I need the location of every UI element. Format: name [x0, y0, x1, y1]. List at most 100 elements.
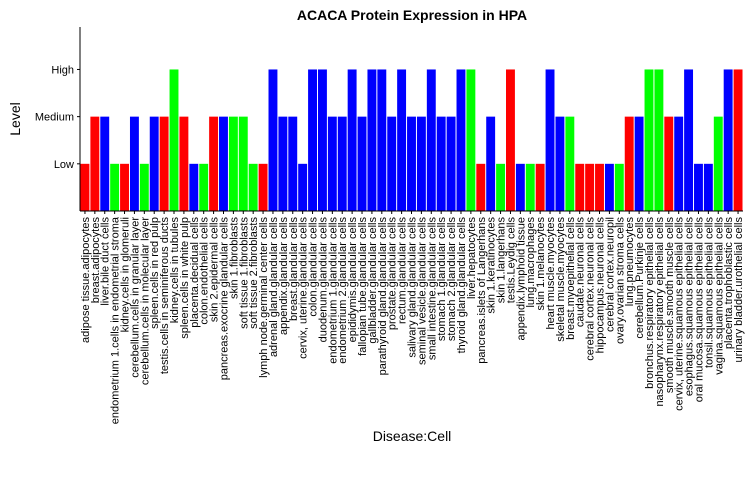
plot-area: [80, 69, 743, 212]
x-tick-label: adipose tissue.adipocytes: [80, 217, 92, 343]
bar: [268, 69, 278, 212]
x-tick-label: soft tissue 1.fibroblasts: [238, 217, 250, 329]
bar: [713, 116, 723, 211]
bar: [456, 69, 466, 212]
x-tick-label: cerebral cortex.neuropil: [604, 217, 616, 332]
bar: [129, 116, 139, 211]
bar: [100, 116, 110, 211]
x-tick-label: heart muscle.myocytes: [545, 217, 557, 330]
y-tick-label: Medium: [35, 112, 74, 124]
bar: [248, 163, 258, 211]
bar: [238, 116, 248, 211]
bar: [496, 163, 506, 211]
x-tick-label: breast.myoepithelial cells: [565, 217, 577, 340]
bar: [614, 163, 624, 211]
x-tick-label: stomach 1.glandular cells: [436, 217, 448, 342]
bar: [703, 163, 713, 211]
x-tick-label: stomach 2.glandular cells: [446, 217, 458, 342]
x-tick-label: caudate.neuronal cells: [575, 217, 587, 328]
bar: [436, 116, 446, 211]
x-tick-label: duodenum.glandular cells: [317, 217, 329, 343]
bar: [397, 69, 407, 212]
bar: [476, 163, 486, 211]
x-tick-label: colon.glandular cells: [308, 217, 320, 317]
x-tick-label: lung.pneumocytes: [624, 217, 636, 307]
bar: [209, 116, 219, 211]
bar: [565, 116, 575, 211]
bar: [189, 163, 199, 211]
x-tick-label: thyroid gland.glandular cells: [456, 217, 468, 354]
bar: [525, 163, 535, 211]
x-tick-label: salivary gland.glandular cells: [407, 217, 419, 358]
x-tick-label: skin 2.epidermal cells: [209, 217, 221, 323]
x-tick-label: nasopharynx.respiratory epithelial cells: [654, 217, 666, 407]
y-tick-label: High: [51, 64, 74, 76]
x-tick-label: vagina.squamous epithelial cells: [713, 217, 725, 375]
x-tick-label: pancreas.islets of Langerhans: [476, 217, 488, 364]
bar: [545, 69, 555, 212]
x-tick-label: gallbladder.glandular cells: [367, 217, 379, 344]
x-tick-label: ovary.ovarian stroma cells: [614, 217, 626, 344]
bar: [595, 163, 604, 211]
x-tick-label: cerebellum.cells in granular layer: [129, 217, 141, 378]
bar: [258, 163, 268, 211]
x-tick-label: esophagus.squamous epithelial cells: [684, 217, 696, 397]
x-tick-label: skin 1.fibroblasts: [228, 217, 240, 299]
x-tick-label: skin 1.keratinocytes: [486, 217, 498, 314]
x-tick-label: bronchus.respiratory epithelial cells: [644, 217, 656, 389]
x-tick-label: endometrium 2.glandular cells: [337, 217, 349, 364]
bar: [317, 69, 327, 212]
bar: [377, 69, 387, 212]
x-tick-label: hippocampus.neuronal cells: [595, 217, 607, 354]
x-tick-label: skin 1.langerhans: [496, 217, 508, 304]
bar: [674, 116, 684, 211]
x-tick-label: parathyroid gland.glandular cells: [377, 217, 389, 376]
x-tick-label: urinary bladder.urothelial cells: [733, 217, 745, 363]
x-tick-label: cerebellum.cells in molecular layer: [139, 217, 151, 385]
x-tick-label: seminal vesicle.glandular cells: [416, 217, 428, 365]
bar: [515, 163, 525, 211]
bar: [416, 116, 426, 211]
bar: [555, 116, 565, 211]
bar: [327, 116, 337, 211]
bar: [644, 69, 654, 212]
x-axis-title: Disease:Cell: [373, 428, 452, 444]
bar: [337, 116, 347, 211]
x-tick-label: placenta.decidual cells: [189, 217, 201, 328]
bar: [694, 163, 703, 211]
x-tick-label: appendix.glandular cells: [278, 217, 290, 336]
y-axis-ticks: Low Medium High: [35, 64, 80, 171]
x-tick-label: fallopian tube.glandular cells: [357, 217, 369, 356]
x-tick-label: small intestine.glandular cells: [426, 217, 438, 361]
bar: [446, 116, 456, 211]
bar: [199, 163, 209, 211]
x-tick-label: testis.cells in seminiferous ducts: [159, 217, 171, 375]
x-tick-label: lymph node.germinal center cells: [258, 217, 270, 378]
x-tick-label: endometrium 1.glandular cells: [327, 217, 339, 364]
bar: [426, 69, 436, 212]
bar: [654, 69, 664, 212]
bar: [506, 69, 515, 212]
bar: [634, 116, 644, 211]
bar: [624, 116, 634, 211]
bar: [169, 69, 179, 212]
x-tick-label: lung.macrophages: [525, 217, 537, 308]
bar: [387, 116, 397, 211]
x-tick-label: liver.bile duct cells: [100, 217, 112, 306]
bar: [308, 69, 317, 212]
y-axis-title: Level: [7, 102, 23, 135]
bar: [664, 116, 674, 211]
x-tick-label: skin 1.melanocytes: [535, 217, 547, 311]
bar: [367, 69, 377, 212]
x-tick-label: epididymis.glandular cells: [347, 217, 359, 343]
x-tick-label: testis.Leydig cells: [505, 217, 517, 304]
x-tick-label: tonsil.squamous epithelial cells: [703, 217, 715, 369]
x-tick-label: pancreas.exocrine glandular cells: [218, 217, 230, 381]
y-tick-label: Low: [54, 159, 74, 171]
x-tick-label: adrenal gland.glandular cells: [268, 217, 280, 358]
bar: [278, 116, 288, 211]
x-tick-label: prostate.glandular cells: [387, 217, 399, 331]
bar: [575, 163, 585, 211]
x-tick-label: skeletal muscle.myocytes: [555, 217, 567, 342]
x-tick-label: breast.adipocytes: [90, 217, 102, 304]
